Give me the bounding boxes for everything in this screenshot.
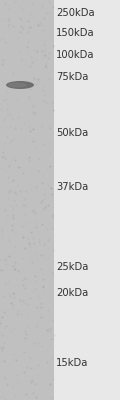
Text: 150kDa: 150kDa [56,28,95,38]
Ellipse shape [6,81,34,89]
Text: 20kDa: 20kDa [56,288,88,298]
Bar [0,0,54,400]
Text: 100kDa: 100kDa [56,50,95,60]
Ellipse shape [7,83,27,87]
Text: 75kDa: 75kDa [56,72,88,82]
Text: 15kDa: 15kDa [56,358,88,368]
Text: 37kDa: 37kDa [56,182,88,192]
Text: 25kDa: 25kDa [56,262,88,272]
Text: 50kDa: 50kDa [56,128,88,138]
Text: 250kDa: 250kDa [56,8,95,18]
